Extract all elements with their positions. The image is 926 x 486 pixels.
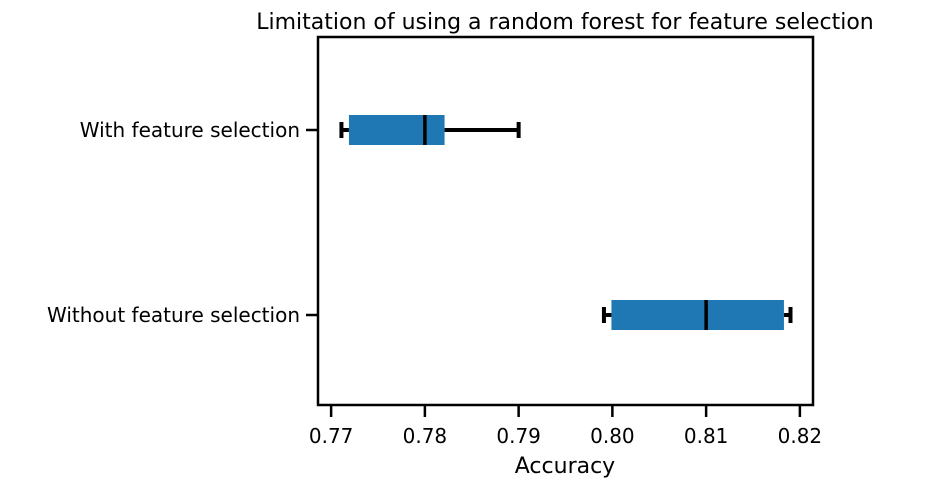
- y-tick-label: Without feature selection: [47, 303, 300, 327]
- x-tick-label: 0.82: [778, 424, 823, 448]
- x-tick-label: 0.77: [309, 424, 354, 448]
- box-group: [601, 300, 793, 330]
- x-axis-label: Accuracy: [515, 454, 615, 479]
- x-axis: 0.77 0.78 0.79 0.80 0.81 0.82: [309, 405, 822, 448]
- box-group: [339, 115, 521, 145]
- y-tick-label: With feature selection: [80, 118, 300, 142]
- chart-title: Limitation of using a random forest for …: [256, 10, 874, 35]
- x-tick-label: 0.81: [684, 424, 729, 448]
- x-tick-label: 0.78: [403, 424, 448, 448]
- y-axis: With feature selection Without feature se…: [47, 118, 318, 327]
- x-tick-label: 0.79: [496, 424, 541, 448]
- iqr-box: [611, 300, 784, 330]
- x-tick-label: 0.80: [590, 424, 635, 448]
- plot-frame: [316, 35, 815, 407]
- iqr-box: [348, 115, 445, 145]
- boxes-layer: [339, 115, 793, 330]
